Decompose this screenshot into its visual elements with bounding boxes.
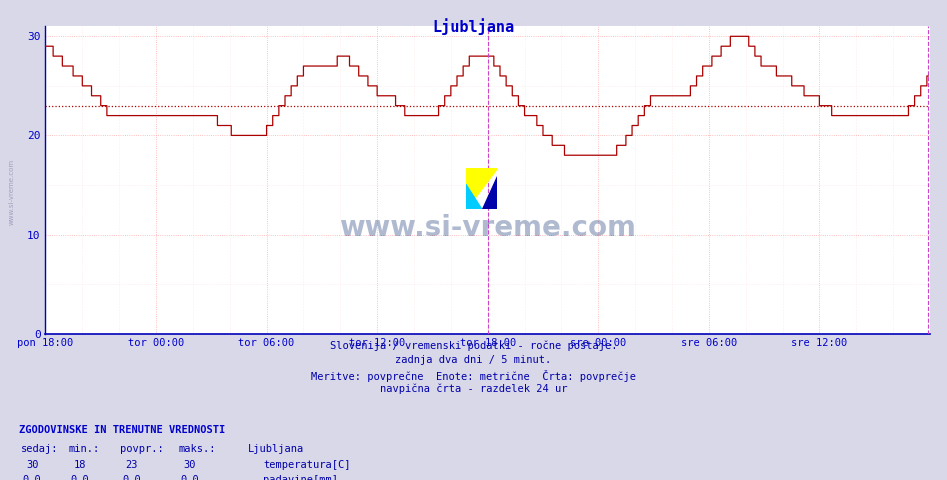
Text: 0.0: 0.0 — [70, 475, 89, 480]
Text: 0.0: 0.0 — [180, 475, 199, 480]
Text: Meritve: povprečne  Enote: metrične  Črta: povprečje: Meritve: povprečne Enote: metrične Črta:… — [311, 370, 636, 382]
Polygon shape — [482, 176, 497, 209]
Text: temperatura[C]: temperatura[C] — [263, 460, 350, 470]
Text: ZGODOVINSKE IN TRENUTNE VREDNOSTI: ZGODOVINSKE IN TRENUTNE VREDNOSTI — [19, 425, 225, 435]
Polygon shape — [466, 184, 482, 209]
Text: Slovenija / vremenski podatki - ročne postaje.: Slovenija / vremenski podatki - ročne po… — [330, 341, 617, 351]
Text: min.:: min.: — [68, 444, 99, 454]
Polygon shape — [466, 168, 497, 209]
Text: maks.:: maks.: — [178, 444, 216, 454]
Text: 30: 30 — [183, 460, 196, 470]
Text: www.si-vreme.com: www.si-vreme.com — [9, 159, 14, 225]
Text: 23: 23 — [125, 460, 138, 470]
Text: 30: 30 — [26, 460, 39, 470]
Text: 18: 18 — [73, 460, 86, 470]
Text: navpična črta - razdelek 24 ur: navpična črta - razdelek 24 ur — [380, 384, 567, 395]
Text: www.si-vreme.com: www.si-vreme.com — [339, 214, 636, 241]
Text: povpr.:: povpr.: — [120, 444, 164, 454]
Text: zadnja dva dni / 5 minut.: zadnja dva dni / 5 minut. — [396, 355, 551, 365]
Text: sedaj:: sedaj: — [21, 444, 59, 454]
Text: padavine[mm]: padavine[mm] — [263, 475, 338, 480]
Text: Ljubljana: Ljubljana — [248, 444, 304, 454]
Text: 0.0: 0.0 — [23, 475, 42, 480]
Text: 0.0: 0.0 — [122, 475, 141, 480]
Text: Ljubljana: Ljubljana — [433, 18, 514, 35]
